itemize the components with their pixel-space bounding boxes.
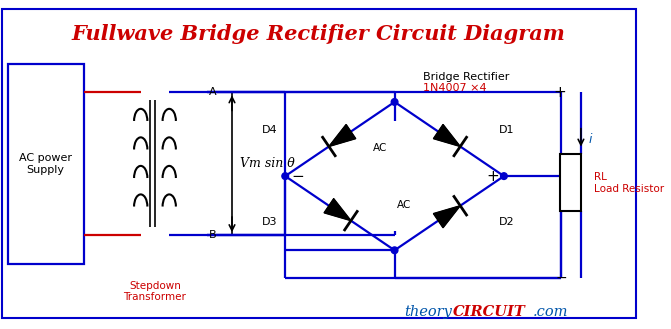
Bar <box>7 64 84 264</box>
Circle shape <box>391 247 398 254</box>
Text: D2: D2 <box>499 217 515 227</box>
Text: −: − <box>291 168 304 184</box>
Text: Fullwave Bridge Rectifier Circuit Diagram: Fullwave Bridge Rectifier Circuit Diagra… <box>72 24 566 44</box>
Polygon shape <box>433 124 460 146</box>
Polygon shape <box>433 206 460 228</box>
Text: AC: AC <box>373 142 387 153</box>
Text: Vm sin θ: Vm sin θ <box>240 157 295 170</box>
Text: CIRCUIT: CIRCUIT <box>452 305 525 319</box>
Text: D1: D1 <box>499 125 515 136</box>
Text: B: B <box>209 230 217 240</box>
Polygon shape <box>324 199 351 221</box>
Text: Bridge Rectifier: Bridge Rectifier <box>423 71 509 82</box>
Text: Stepdown
Transformer: Stepdown Transformer <box>123 281 187 302</box>
Text: theory: theory <box>405 305 452 319</box>
Circle shape <box>391 99 398 105</box>
Text: AC: AC <box>397 200 411 210</box>
Text: +: + <box>486 168 499 184</box>
Text: D4: D4 <box>262 125 278 136</box>
Text: A: A <box>209 88 217 97</box>
Text: 1N4007 ×4: 1N4007 ×4 <box>423 83 486 93</box>
Text: RL
Load Resistor: RL Load Resistor <box>595 172 664 193</box>
Text: i: i <box>588 134 592 146</box>
Bar <box>560 154 581 211</box>
Text: −: − <box>556 271 568 285</box>
Text: +: + <box>553 85 566 100</box>
Text: D3: D3 <box>262 217 278 227</box>
Text: AC power
Supply: AC power Supply <box>19 153 72 175</box>
Circle shape <box>282 173 289 179</box>
Text: .com: .com <box>532 305 568 319</box>
Circle shape <box>501 173 507 179</box>
Polygon shape <box>329 124 356 146</box>
